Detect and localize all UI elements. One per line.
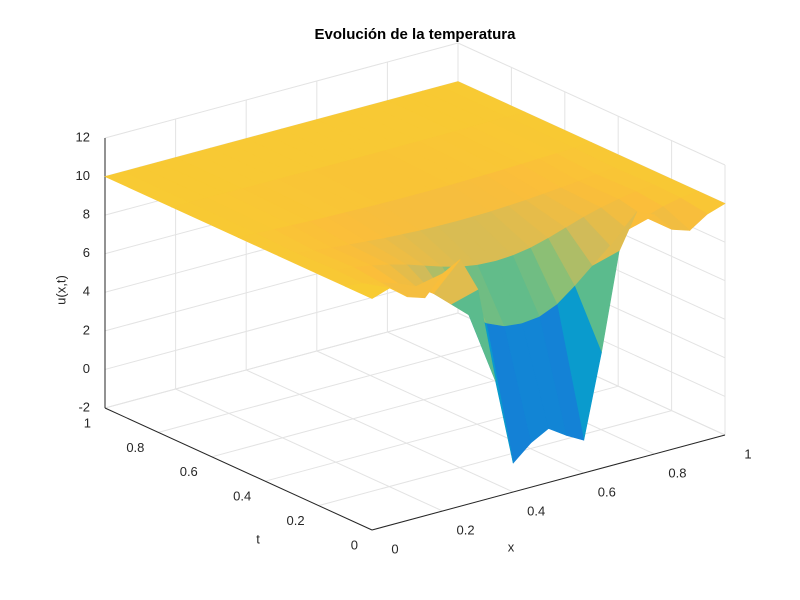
z-tick-label: 4	[83, 284, 90, 299]
axis-line	[104, 407, 373, 531]
chart-title: Evolución de la temperatura	[315, 26, 517, 43]
t-tick-label: 0.4	[233, 489, 251, 504]
x-tick-label: 0.4	[527, 503, 545, 518]
t-axis-label: t	[256, 531, 260, 546]
grid-line	[245, 369, 514, 493]
z-tick-label: 6	[83, 245, 90, 260]
z-tick-label: 0	[83, 361, 90, 376]
x-tick-label: 0.6	[598, 484, 616, 499]
grid-line	[104, 42, 459, 139]
z-tick-label: -2	[78, 399, 90, 414]
z-tick-label: 8	[83, 207, 90, 222]
t-tick-label: 0.2	[287, 513, 305, 528]
grid-line	[158, 336, 512, 433]
grid-line	[316, 350, 585, 474]
axis-line	[371, 434, 726, 531]
grid-line	[175, 388, 443, 512]
surface-patch	[344, 283, 391, 299]
grid-line	[104, 312, 459, 409]
z-tick-label: 2	[83, 322, 90, 337]
grid-line	[318, 410, 672, 507]
x-tick-label: 0.2	[457, 522, 475, 537]
z-tick-label: 12	[76, 129, 90, 144]
x-tick-label: 0.8	[668, 465, 686, 480]
x-tick-label: 1	[744, 446, 751, 461]
t-tick-label: 0.8	[126, 440, 144, 455]
t-tick-label: 1	[84, 415, 91, 430]
z-tick-label: 10	[76, 168, 90, 183]
z-axis-label: u(x,t)	[53, 275, 68, 305]
x-axis-label: x	[508, 539, 515, 554]
grid-line	[457, 42, 726, 166]
t-tick-label: 0	[351, 537, 358, 552]
t-tick-label: 0.6	[180, 464, 198, 479]
x-tick-label: 0	[391, 541, 398, 556]
